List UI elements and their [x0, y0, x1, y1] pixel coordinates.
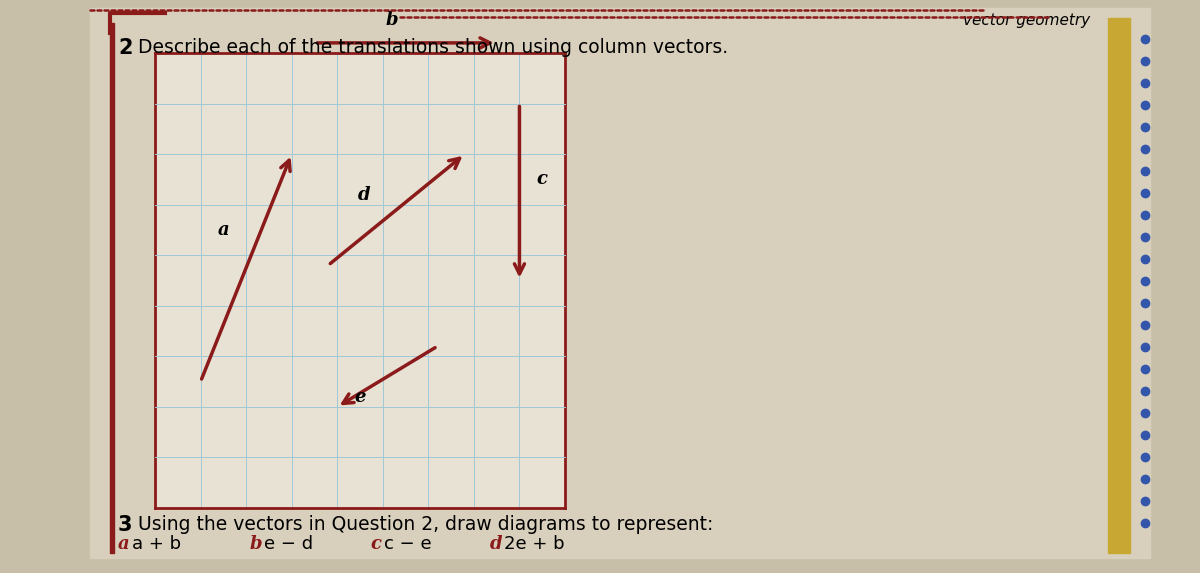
Text: 3: 3 — [118, 515, 132, 535]
Text: 2e + b: 2e + b — [504, 535, 565, 553]
Text: e: e — [354, 388, 366, 406]
Text: Describe each of the translations shown using column vectors.: Describe each of the translations shown … — [138, 38, 728, 57]
Text: c: c — [536, 170, 547, 189]
Text: vector geometry: vector geometry — [962, 13, 1090, 28]
Text: d: d — [359, 186, 371, 203]
Text: b: b — [250, 535, 263, 553]
Text: a: a — [217, 221, 229, 239]
Text: Using the vectors in Question 2, draw diagrams to represent:: Using the vectors in Question 2, draw di… — [138, 515, 713, 534]
Bar — [110, 23, 114, 553]
Bar — [155, 53, 565, 508]
Text: d: d — [490, 535, 503, 553]
Text: c: c — [370, 535, 382, 553]
Text: a: a — [118, 535, 130, 553]
Text: c − e: c − e — [384, 535, 432, 553]
Text: b: b — [385, 11, 398, 29]
Text: e − d: e − d — [264, 535, 313, 553]
Text: 2: 2 — [118, 38, 132, 58]
Text: a + b: a + b — [132, 535, 181, 553]
Bar — [90, 8, 1150, 558]
Bar — [1108, 18, 1130, 553]
